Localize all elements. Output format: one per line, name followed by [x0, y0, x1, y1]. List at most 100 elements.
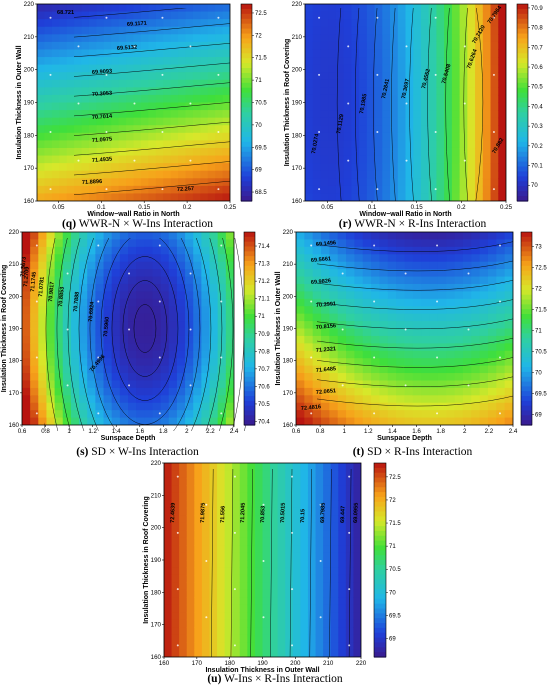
heat-cell — [79, 291, 88, 300]
heat-cell — [254, 642, 264, 651]
heat-cell — [140, 57, 149, 66]
heat-cell — [209, 335, 219, 344]
colorbar-segment — [521, 256, 532, 262]
heat-cell — [239, 507, 248, 516]
y-tick-label: 190 — [292, 100, 303, 107]
heat-cell — [362, 306, 372, 315]
heat-cell — [186, 552, 195, 561]
heat-cell — [200, 147, 209, 157]
heat-cell — [471, 283, 481, 292]
heat-cell — [168, 380, 178, 389]
heat-cell — [387, 239, 397, 248]
heat-cell — [178, 87, 187, 96]
heat-cell — [490, 117, 499, 126]
heat-cell — [374, 140, 383, 149]
heat-cell — [46, 298, 56, 307]
heat-cell — [200, 140, 209, 149]
design-point — [66, 328, 69, 331]
contour-line — [317, 260, 514, 272]
heat-cell — [379, 328, 389, 337]
heat-cell — [200, 87, 209, 96]
heat-cell — [285, 619, 294, 628]
heat-cell — [459, 49, 468, 58]
heat-cell — [88, 11, 97, 20]
heat-cell — [170, 132, 179, 141]
heat-cell — [300, 634, 309, 643]
heat-cell — [247, 507, 256, 516]
heat-cell — [277, 619, 286, 628]
heat-cell — [170, 155, 179, 164]
heat-cell — [312, 232, 322, 241]
colorbar-segment — [517, 97, 528, 104]
colorbar-segment — [244, 391, 255, 397]
colorbar-segment — [521, 381, 532, 387]
heat-cell — [471, 232, 481, 241]
colorbar-segment — [241, 38, 252, 44]
heat-cell — [471, 373, 481, 382]
heat-cell — [22, 328, 31, 337]
heat-cell — [444, 170, 453, 179]
heat-cell — [436, 64, 445, 73]
heat-cell — [62, 321, 72, 330]
heat-cell — [254, 567, 264, 576]
heat-cell — [164, 545, 173, 554]
heat-cell — [429, 402, 439, 411]
heat-cell — [307, 477, 317, 486]
design-point — [492, 188, 495, 191]
heat-cell — [111, 178, 120, 187]
heat-cell — [359, 147, 368, 157]
heat-cell — [62, 313, 72, 322]
heat-cell — [192, 94, 201, 104]
design-points-u — [176, 475, 351, 647]
heat-cell — [296, 387, 305, 396]
heat-cell — [390, 41, 399, 51]
heat-cell — [285, 515, 294, 524]
heat-cell — [79, 417, 88, 425]
heat-cell — [185, 87, 194, 96]
heat-cell — [335, 4, 345, 13]
x-tick-label: 1.8 — [436, 428, 445, 435]
heat-cell — [30, 291, 39, 300]
heat-cell — [362, 350, 372, 359]
heat-cell — [277, 522, 286, 531]
heat-cell — [444, 72, 453, 81]
design-point — [463, 102, 466, 105]
heat-cell — [312, 178, 322, 187]
heat-cell — [353, 492, 361, 501]
design-point — [310, 300, 313, 303]
colorbar-tick-label: 71.4 — [258, 244, 270, 250]
heat-cell — [133, 110, 142, 119]
heat-cell — [193, 335, 202, 344]
heat-cell — [436, 19, 445, 28]
heat-cell — [140, 193, 149, 201]
heat-cell — [38, 246, 48, 255]
heat-cell — [185, 193, 194, 201]
heat-cell — [96, 57, 105, 66]
heat-cell — [103, 306, 113, 315]
heat-cell — [224, 649, 233, 657]
heat-cell — [420, 117, 430, 126]
heat-cell — [304, 328, 314, 337]
colorbar-segment — [241, 132, 252, 138]
heat-cell — [30, 254, 39, 263]
heat-cell — [504, 232, 513, 241]
heat-cell — [46, 321, 56, 330]
heat-cell — [300, 492, 309, 501]
heat-cell — [215, 193, 224, 201]
heat-cell — [201, 365, 211, 374]
heat-cell — [307, 485, 317, 494]
heat-cell — [46, 306, 56, 315]
heat-cell — [396, 365, 406, 374]
heat-cell — [305, 185, 314, 195]
heat-cell — [38, 313, 48, 322]
heat-cell — [30, 276, 39, 285]
heat-cell — [54, 343, 64, 352]
heat-cell — [59, 155, 68, 164]
heat-cell — [38, 254, 48, 263]
heat-cell — [160, 298, 170, 307]
heat-cell — [133, 87, 142, 96]
heat-cell — [454, 313, 464, 322]
heat-cell — [353, 567, 361, 576]
heat-cell — [103, 117, 112, 126]
heat-cell — [304, 410, 314, 419]
